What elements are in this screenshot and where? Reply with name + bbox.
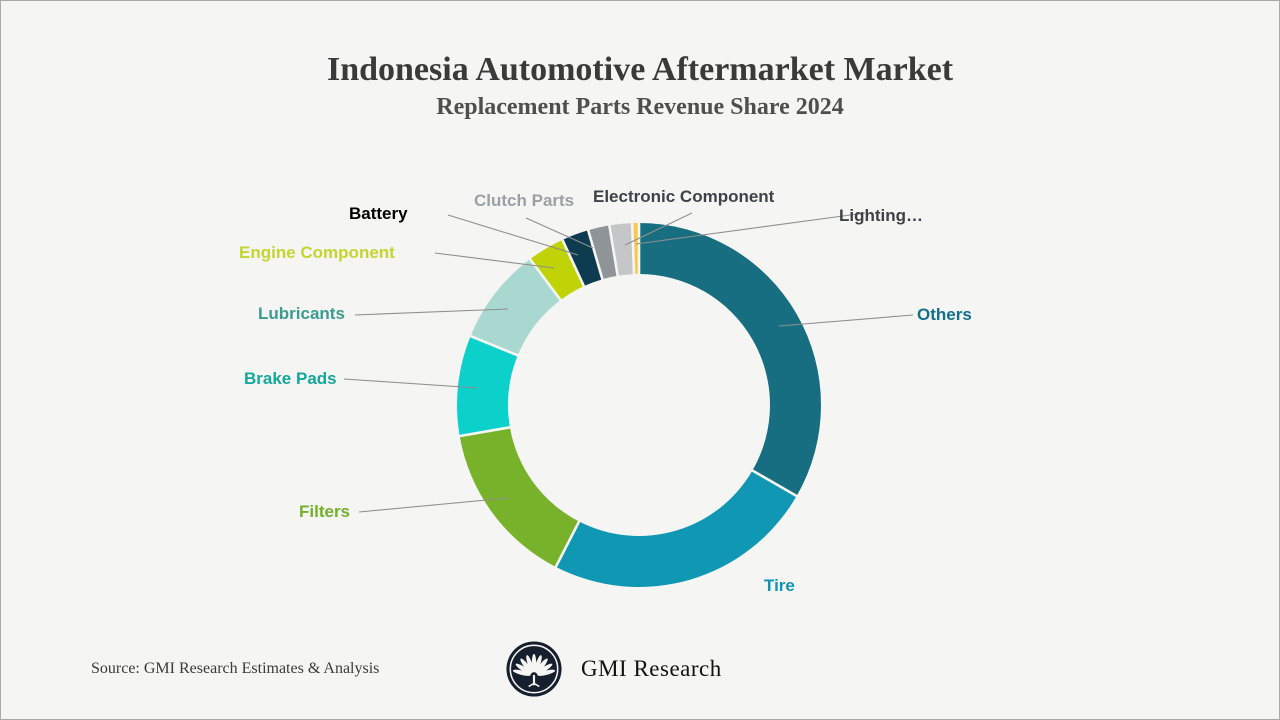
brand-name: GMI Research xyxy=(581,656,722,681)
segment-gap xyxy=(466,333,522,359)
leader-line-clutch-parts xyxy=(525,217,594,249)
palm-petal xyxy=(515,663,532,675)
leader-line-others xyxy=(778,314,914,327)
palm-petal xyxy=(534,655,542,673)
segment-lubricants[interactable] xyxy=(470,259,561,356)
leader-line-lighting xyxy=(635,212,866,245)
segment-gap xyxy=(630,219,636,279)
palm-petal xyxy=(536,663,553,675)
label-battery: Battery xyxy=(349,204,408,223)
gmi-palm-logo-icon xyxy=(506,641,562,697)
label-engine-component: Engine Component xyxy=(239,243,395,262)
label-clutch-parts: Clutch Parts xyxy=(474,191,575,210)
leader-line-filters xyxy=(358,497,509,513)
palm-petal xyxy=(512,669,531,676)
segment-gap xyxy=(455,425,515,439)
segment-tire[interactable] xyxy=(555,470,797,587)
label-others: Others xyxy=(917,305,972,324)
segment-engine-component[interactable] xyxy=(530,239,584,301)
label-filters: Filters xyxy=(299,502,351,521)
label-brake-pads: Brake Pads xyxy=(244,369,337,388)
leader-line-battery xyxy=(447,214,579,256)
label-lubricants: Lubricants xyxy=(258,304,345,323)
segment-battery[interactable] xyxy=(562,230,603,287)
palm-petal xyxy=(520,658,533,674)
segment-brake-pads[interactable] xyxy=(457,336,518,437)
palm-petal xyxy=(526,655,534,673)
chart-subtitle: Replacement Parts Revenue Share 2024 xyxy=(436,94,844,121)
segment-gap xyxy=(552,517,583,572)
label-tire: Tire xyxy=(764,576,795,595)
palm-petal xyxy=(535,658,548,674)
palm-petal xyxy=(537,669,556,676)
chart-title: Indonesia Automotive Aftermarket Market xyxy=(326,51,954,88)
brand-block: GMI Research xyxy=(505,640,722,698)
donut-segments xyxy=(455,219,822,587)
source-note: Source: GMI Research Estimates & Analysi… xyxy=(91,660,380,677)
leader-line-electronic-component xyxy=(624,212,693,246)
segment-gap xyxy=(607,221,620,280)
leader-line-brake-pads xyxy=(343,378,479,389)
label-electronic-component: Electronic Component xyxy=(593,187,775,206)
segment-others[interactable] xyxy=(639,223,822,496)
label-lighting: Lighting… xyxy=(839,206,924,225)
leader-line-engine-component xyxy=(434,252,555,269)
leader-lines xyxy=(343,212,914,513)
segment-gap xyxy=(585,226,605,284)
segment-gap xyxy=(748,467,801,500)
chart-header: Indonesia Automotive Aftermarket Market … xyxy=(1,1,1279,121)
leader-line-lubricants xyxy=(354,308,509,316)
segment-gap xyxy=(526,255,565,305)
segment-filters[interactable] xyxy=(459,427,580,567)
segment-gap xyxy=(559,235,587,291)
